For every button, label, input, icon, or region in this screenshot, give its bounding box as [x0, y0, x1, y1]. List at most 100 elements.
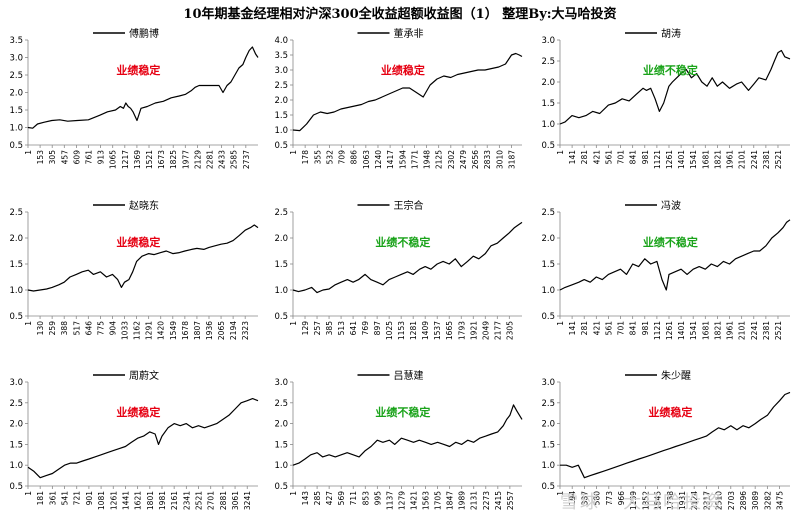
- x-tick-label: 1121: [653, 150, 662, 169]
- y-tick-label: 1.0: [274, 286, 288, 296]
- x-tick-label: 711: [349, 491, 358, 506]
- x-tick-label: 1541: [689, 321, 698, 340]
- series-line: [27, 46, 259, 129]
- x-tick-label: 2737: [242, 150, 251, 169]
- x-tick-label: 1217: [121, 150, 130, 169]
- series-line: [27, 224, 259, 292]
- y-tick-label: 0.5: [274, 141, 288, 151]
- x-tick-label: 2302: [447, 150, 456, 169]
- y-tick-label: 0.5: [541, 482, 555, 492]
- y-tick-label: 2.0: [9, 234, 23, 244]
- y-tick-label: 1.0: [9, 124, 23, 134]
- x-tick-label: 3475: [776, 491, 785, 510]
- x-tick-label: 3241: [243, 491, 252, 510]
- x-tick-label: 281: [580, 150, 589, 165]
- chart-4: 0.5 1.0 1.5 2.0 2.5 1 130 259 388 517 646 775 904 103…: [9, 199, 259, 340]
- legend-label: 赵晓东: [129, 199, 159, 212]
- chart-5: 0.5 1.0 1.5 2.0 2.5 1 129 257 385 513 641 769 897 102…: [274, 199, 523, 340]
- x-tick-label: 1: [289, 491, 298, 496]
- x-tick-label: 2241: [750, 150, 759, 169]
- x-tick-label: 1401: [677, 321, 686, 340]
- legend-label: 冯波: [661, 199, 681, 212]
- x-tick-label: 1153: [397, 321, 406, 340]
- y-tick-label: 1.5: [9, 440, 23, 450]
- x-tick-label: 1541: [689, 150, 698, 169]
- x-tick-label: 2703: [727, 491, 736, 510]
- series-line: [559, 219, 791, 291]
- x-tick-label: 580: [593, 491, 602, 506]
- legend-label: 周蔚文: [129, 369, 159, 382]
- x-tick-label: 2381: [762, 321, 771, 340]
- x-tick-label: 3010: [495, 150, 504, 169]
- y-tick-label: 0.5: [274, 482, 288, 492]
- x-tick-label: 1801: [146, 491, 155, 510]
- y-tick-label: 2.0: [9, 420, 23, 430]
- x-tick-label: 853: [361, 491, 370, 506]
- x-tick-label: 3282: [763, 491, 772, 510]
- x-tick-label: 2125: [435, 150, 444, 169]
- performance-tag: 业绩不稳定: [375, 235, 430, 249]
- y-tick-label: 3.5: [274, 51, 288, 61]
- y-tick-label: 1.0: [274, 461, 288, 471]
- series-line: [292, 404, 523, 466]
- x-tick-label: 3187: [508, 150, 517, 169]
- x-tick-label: 1025: [385, 321, 394, 340]
- x-tick-label: 2241: [750, 321, 759, 340]
- x-tick-label: 1369: [133, 150, 142, 169]
- y-tick-label: 2.5: [274, 399, 288, 409]
- x-tick-label: 1: [556, 321, 565, 326]
- series-line: [560, 391, 791, 479]
- x-tick-label: 841: [629, 150, 638, 165]
- y-tick-label: 2.0: [274, 420, 288, 430]
- x-tick-label: 1847: [446, 491, 455, 510]
- x-tick-label: 2305: [505, 321, 514, 340]
- page-title: 10年期基金经理相对沪深300全收益超额收益图（1） 整理By:大马哈投资: [183, 7, 617, 22]
- y-tick-label: 1.5: [541, 440, 555, 450]
- x-tick-label: 1981: [158, 491, 167, 510]
- x-tick-label: 2415: [494, 491, 503, 510]
- y-tick-label: 3.0: [541, 36, 555, 46]
- x-tick-label: 1409: [421, 321, 430, 340]
- x-tick-label: 841: [629, 321, 638, 336]
- x-tick-label: 1063: [362, 150, 371, 169]
- y-tick-label: 1.0: [541, 461, 555, 471]
- x-tick-label: 641: [349, 321, 358, 336]
- x-tick-label: 775: [96, 321, 105, 336]
- x-tick-label: 1821: [713, 321, 722, 340]
- x-tick-label: 517: [72, 321, 81, 336]
- x-tick-label: 1821: [713, 150, 722, 169]
- x-tick-label: 2557: [506, 491, 515, 510]
- y-tick-label: 4.0: [274, 36, 288, 46]
- y-tick-label: 1.0: [274, 126, 288, 136]
- legend-label: 董承非: [394, 27, 424, 40]
- x-tick-label: 2323: [241, 321, 250, 340]
- x-tick-label: 1545: [654, 491, 663, 510]
- x-tick-label: 1673: [157, 150, 166, 169]
- x-tick-label: 1033: [121, 321, 130, 340]
- x-tick-label: 913: [97, 150, 106, 165]
- x-tick-label: 2521: [774, 321, 783, 340]
- x-tick-label: 2161: [170, 491, 179, 510]
- x-tick-label: 141: [568, 321, 577, 336]
- x-tick-label: 427: [325, 491, 334, 506]
- x-tick-label: 143: [301, 491, 310, 506]
- x-tick-label: 1401: [677, 150, 686, 169]
- watermark: 雪球 · 大马哈投资: [560, 492, 724, 513]
- x-tick-label: 1417: [386, 150, 395, 169]
- x-tick-label: 2896: [739, 491, 748, 510]
- x-tick-label: 2585: [230, 150, 239, 169]
- x-tick-label: 457: [60, 150, 69, 165]
- performance-tag: 业绩稳定: [648, 405, 692, 419]
- x-tick-label: 257: [313, 321, 322, 336]
- x-tick-label: 1948: [423, 150, 432, 169]
- x-tick-label: 388: [60, 321, 69, 336]
- x-tick-label: 1352: [641, 491, 650, 510]
- x-tick-label: 1563: [422, 491, 431, 510]
- legend-label: 胡涛: [661, 27, 681, 40]
- x-tick-label: 1549: [169, 321, 178, 340]
- y-tick-label: 3.5: [9, 36, 23, 46]
- x-tick-label: 1162: [133, 321, 142, 340]
- x-tick-label: 1291: [145, 321, 154, 340]
- y-tick-label: 2.5: [541, 208, 555, 218]
- x-tick-label: 1: [24, 321, 33, 326]
